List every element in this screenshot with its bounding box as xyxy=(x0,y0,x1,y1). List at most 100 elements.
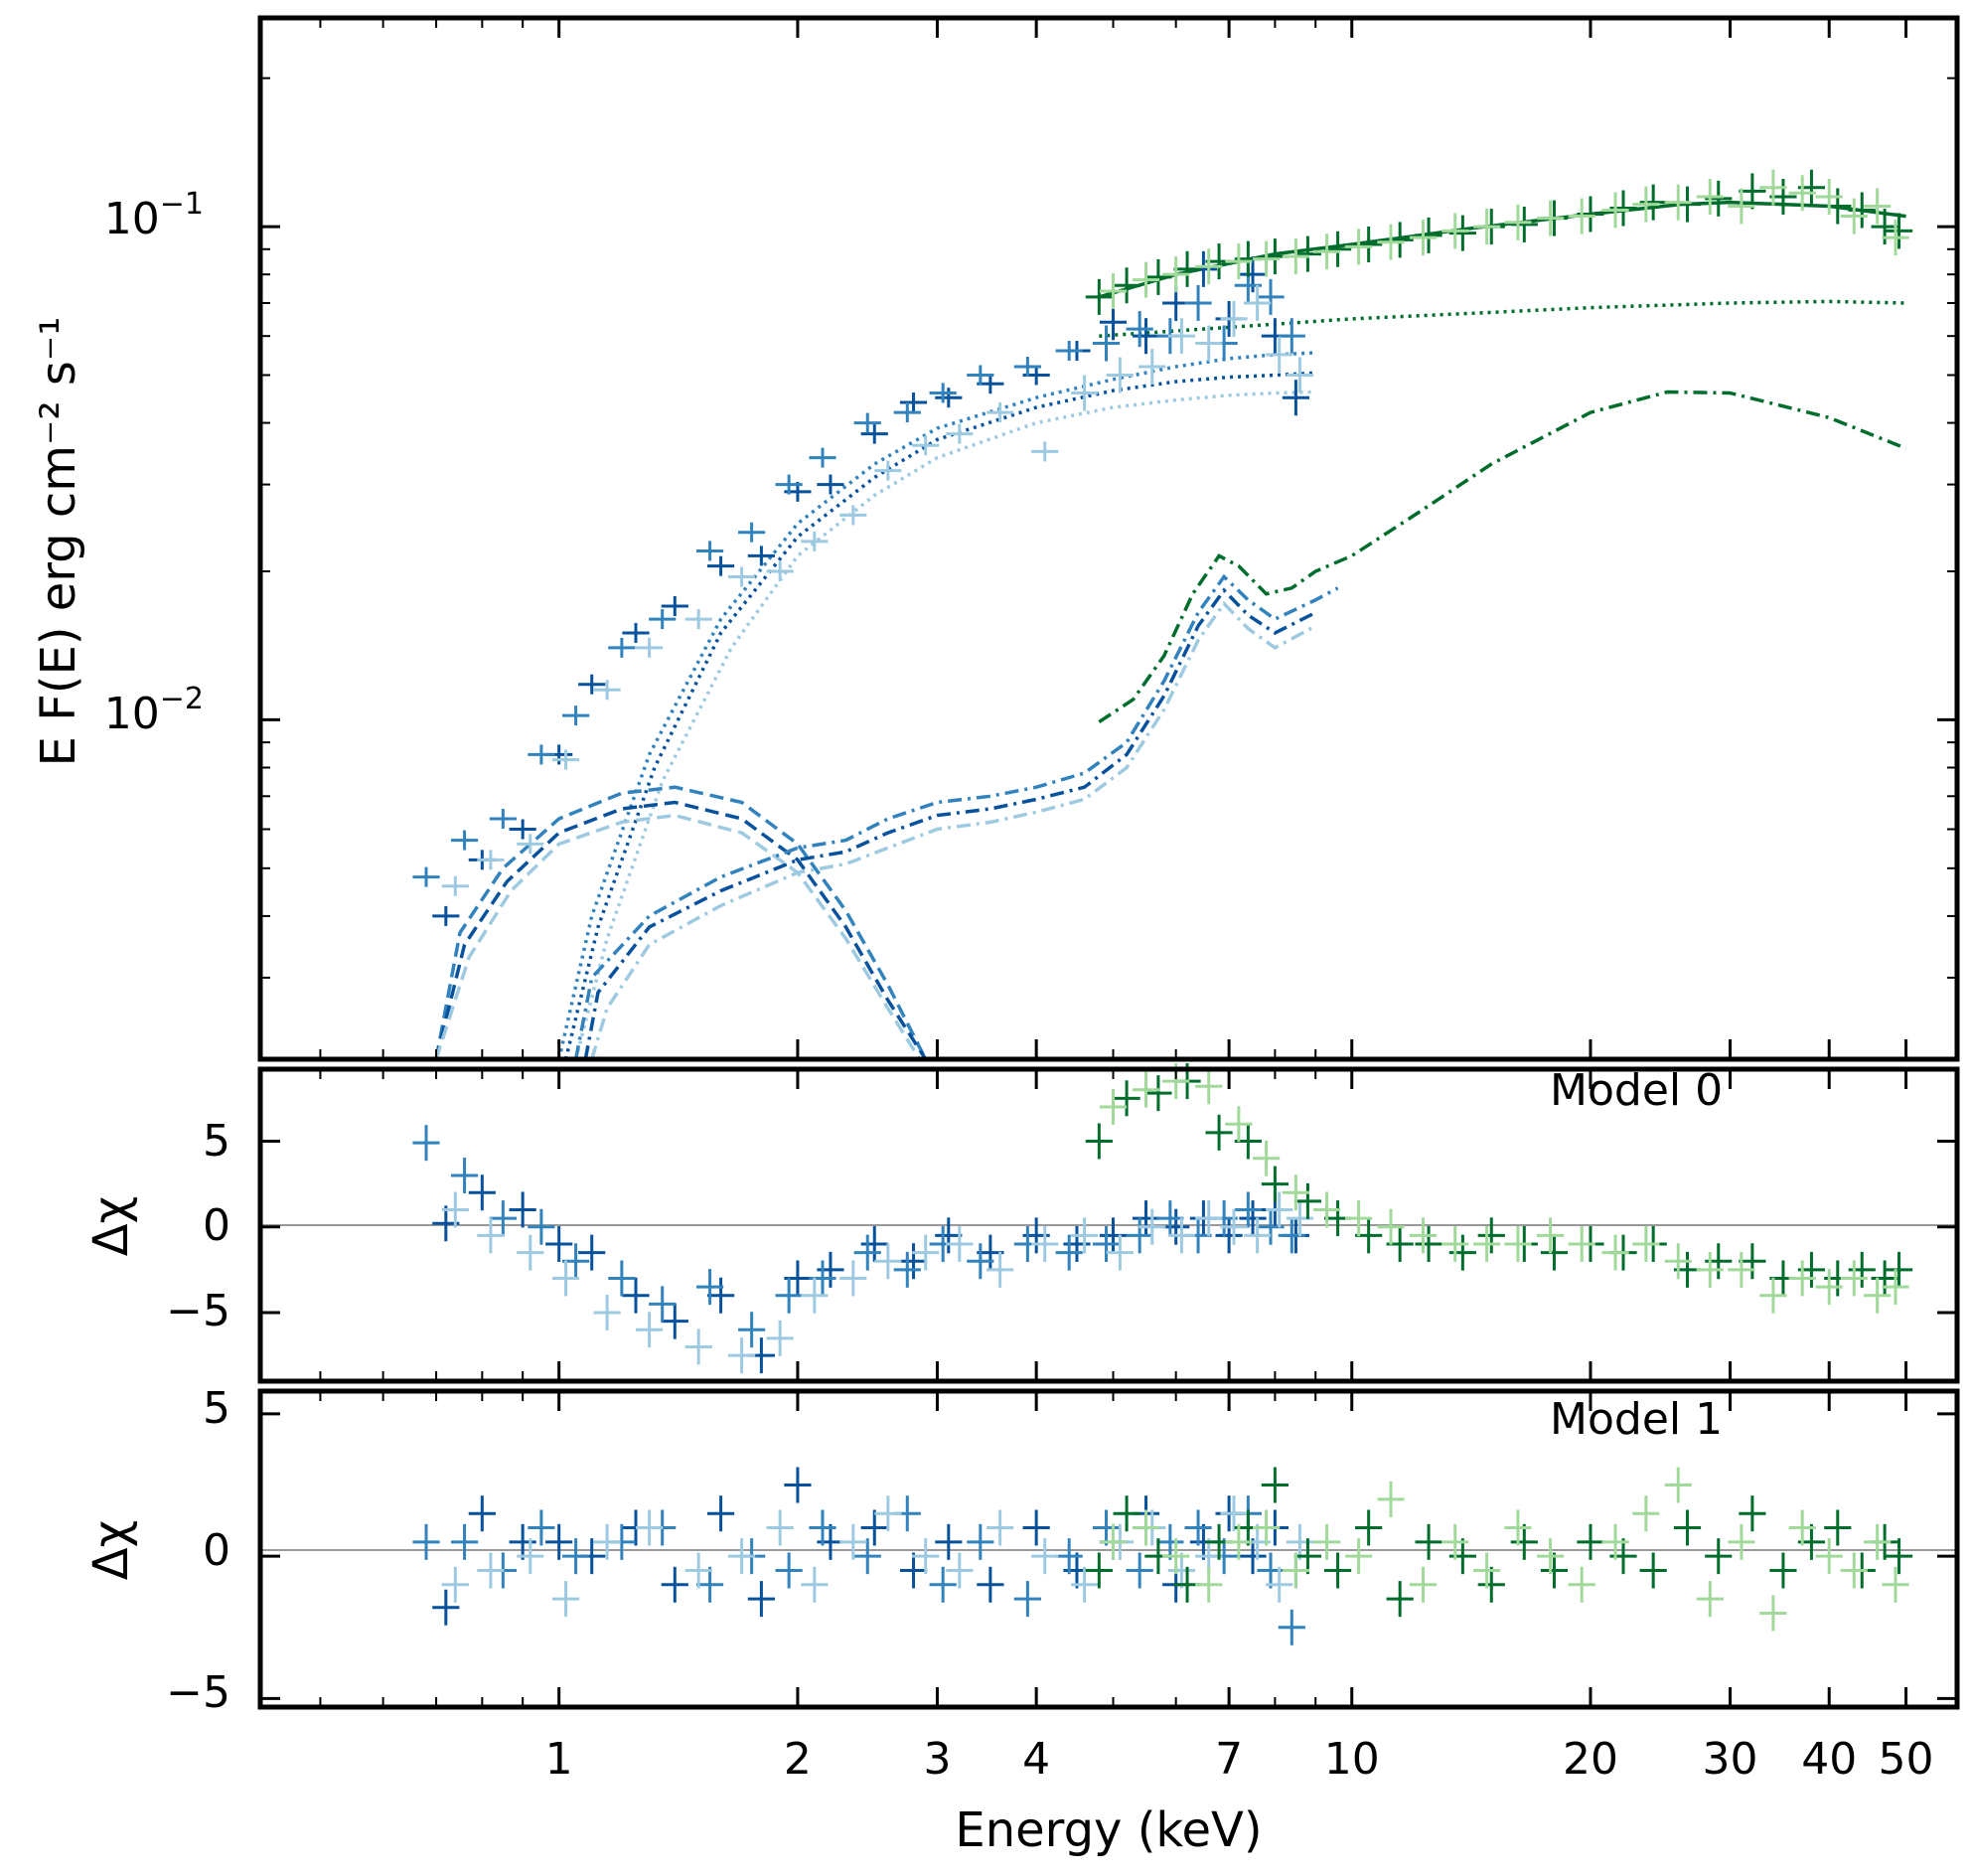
res1-point-green_light-13 xyxy=(1504,1509,1532,1546)
spectrum-point-green_light-11 xyxy=(1441,213,1469,249)
res0-point-green_light-5 xyxy=(1253,1140,1281,1176)
spectrum-point-green_dark-11 xyxy=(1415,217,1442,253)
res0-y-tick-label-5: 5 xyxy=(203,1116,230,1167)
model-curve-reflection-xmm-dark xyxy=(583,587,1316,1060)
res1-point-green_dark-15 xyxy=(1540,1552,1569,1589)
x-tick-label-40: 40 xyxy=(1801,1734,1857,1785)
res1-point-blue_light-2 xyxy=(517,1538,544,1575)
res1-point-blue_mid-11 xyxy=(853,1538,881,1575)
res0-point-blue_mid-16 xyxy=(1055,1234,1083,1271)
spectrum-point-green_dark-12 xyxy=(1448,215,1476,251)
spectrum-point-blue_dark-7 xyxy=(706,555,735,576)
spectrum-point-blue_light-14 xyxy=(986,402,1014,423)
spectrum-point-green_dark-25 xyxy=(1848,192,1876,229)
res1-point-green_light-10 xyxy=(1409,1566,1438,1603)
res0-point-green_dark-21 xyxy=(1739,1243,1766,1280)
model-curve-reflection-nustar xyxy=(1098,390,1907,724)
res0-point-blue_light-3 xyxy=(551,1260,580,1297)
spectrum-point-blue_light-16 xyxy=(1071,375,1099,411)
res0-point-blue_dark-22 xyxy=(1239,1200,1267,1237)
res1-point-green_light-1 xyxy=(1132,1509,1160,1546)
model-curves xyxy=(434,200,1907,1060)
res0-point-blue_mid-19 xyxy=(1156,1200,1184,1237)
res1-point-green_light-22 xyxy=(1788,1509,1816,1546)
x-tick-label-30: 30 xyxy=(1703,1734,1758,1785)
spectrum-point-green_light-2 xyxy=(1162,256,1190,293)
res0-point-blue_light-6 xyxy=(684,1329,712,1365)
spectrum-point-green_light-14 xyxy=(1536,200,1565,236)
res0-point-green_light-0 xyxy=(1099,1088,1128,1125)
res1-data-points xyxy=(412,1467,1913,1645)
res1-point-green_dark-22 xyxy=(1769,1552,1797,1589)
spectrum-point-blue_light-15 xyxy=(1031,441,1059,462)
res1-point-green_light-25 xyxy=(1864,1523,1892,1560)
spectrum-point-blue_dark-11 xyxy=(860,423,888,444)
model-curve-reflection-xmm-mid xyxy=(573,573,1339,1060)
res0-point-green_light-13 xyxy=(1504,1225,1532,1262)
res0-point-blue_dark-4 xyxy=(578,1234,606,1271)
res1-point-green_light-4 xyxy=(1225,1523,1253,1560)
res1-point-blue_mid-1 xyxy=(450,1523,479,1560)
spectrum-point-blue_light-0 xyxy=(441,875,469,896)
res1-y-tick-label-minus5: −5 xyxy=(166,1667,230,1718)
res1-point-blue_light-10 xyxy=(839,1523,867,1560)
res1-point-green_light-11 xyxy=(1441,1523,1469,1560)
res1-ticks xyxy=(260,1391,1957,1707)
model-curve-reflection-xmm-light xyxy=(590,600,1317,1060)
res0-data-points xyxy=(412,1063,1913,1374)
x-tick-label-2: 2 xyxy=(784,1734,812,1785)
spectrum-point-blue_dark-0 xyxy=(432,905,460,926)
spectrum-point-blue_dark-6 xyxy=(661,596,688,617)
residuals-model-0-panel: Model 0 5 0 −5 Δχ xyxy=(83,1063,1960,1384)
res1-point-blue_mid-17 xyxy=(1092,1509,1121,1546)
res0-point-green_dark-25 xyxy=(1848,1251,1876,1288)
res1-point-green_dark-24 xyxy=(1824,1509,1852,1546)
res1-point-blue_light-23 xyxy=(1266,1566,1293,1603)
spectrum-point-blue_mid-23 xyxy=(1257,278,1285,315)
res0-point-blue_light-10 xyxy=(839,1260,867,1297)
res1-point-blue_light-11 xyxy=(874,1495,902,1532)
spectrum-point-blue_light-7 xyxy=(727,566,756,587)
res1-point-green_light-8 xyxy=(1345,1538,1373,1575)
res0-point-green_light-12 xyxy=(1473,1225,1501,1262)
spectrum-point-blue_mid-10 xyxy=(809,447,836,468)
spectrum-point-blue_light-17 xyxy=(1106,357,1134,393)
res0-point-blue_mid-12 xyxy=(893,1251,921,1288)
spectrum-point-green_light-24 xyxy=(1840,198,1868,234)
res0-point-green_light-18 xyxy=(1664,1243,1692,1280)
res0-point-green_light-11 xyxy=(1441,1225,1469,1262)
res0-point-blue_light-7 xyxy=(727,1337,756,1374)
res0-point-green_light-24 xyxy=(1840,1260,1868,1297)
res0-point-green_light-26 xyxy=(1882,1269,1909,1306)
res1-point-blue_dark-0 xyxy=(432,1589,460,1626)
res0-point-blue_mid-0 xyxy=(412,1125,440,1162)
spectrum-y-tick-label-0: 10−2 xyxy=(104,682,204,739)
residuals-model-1-panel: Model 1 5 0 −5 Δχ xyxy=(83,1383,1960,1718)
res0-point-green_light-17 xyxy=(1632,1225,1660,1262)
res0-point-blue_light-18 xyxy=(1138,1208,1166,1245)
spectrum-point-green_light-10 xyxy=(1409,220,1438,256)
res1-point-green_light-21 xyxy=(1759,1595,1787,1632)
spectrum-point-blue_mid-0 xyxy=(412,866,440,887)
res0-point-green_light-4 xyxy=(1225,1106,1253,1143)
model-curve-blackbody-xmm-mid xyxy=(434,785,928,1060)
res1-y-tick-label-0: 0 xyxy=(203,1525,230,1576)
res0-point-blue_dark-17 xyxy=(1099,1217,1128,1254)
res0-point-green_dark-11 xyxy=(1415,1225,1442,1262)
spectrum-point-green_light-4 xyxy=(1225,243,1253,280)
res1-point-green_light-16 xyxy=(1601,1523,1629,1560)
res1-point-green_light-0 xyxy=(1099,1523,1128,1560)
res0-point-green_dark-15 xyxy=(1540,1234,1569,1271)
res1-point-green_light-18 xyxy=(1664,1467,1692,1503)
res1-point-blue_light-13 xyxy=(946,1552,974,1589)
spectrum-point-blue_mid-4 xyxy=(561,705,590,726)
spectrum-panel: 10−2 10−1 E F(E) erg cm⁻² s⁻¹ xyxy=(31,15,1960,1062)
res1-point-green_light-17 xyxy=(1632,1495,1660,1532)
res1-point-green_dark-13 xyxy=(1477,1566,1505,1603)
res1-point-blue_mid-7 xyxy=(695,1566,724,1603)
spectrum-point-blue_light-24 xyxy=(1286,357,1314,393)
res0-point-blue_mid-3 xyxy=(528,1208,555,1245)
res0-point-blue_light-19 xyxy=(1167,1217,1196,1254)
spectrum-point-green_light-1 xyxy=(1132,261,1160,298)
